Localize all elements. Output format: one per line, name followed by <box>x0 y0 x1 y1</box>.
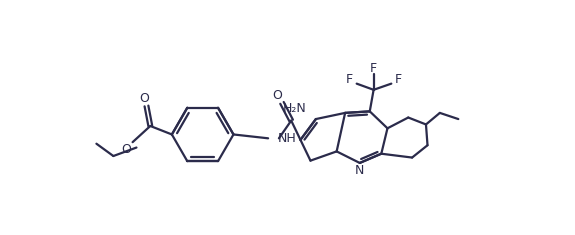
Text: N: N <box>355 164 365 177</box>
Text: NH: NH <box>278 132 297 145</box>
Text: O: O <box>273 89 282 102</box>
Text: F: F <box>370 62 377 75</box>
Text: F: F <box>394 73 402 86</box>
Text: O: O <box>121 143 131 156</box>
Text: H₂N: H₂N <box>283 102 306 115</box>
Text: O: O <box>139 92 149 105</box>
Text: F: F <box>346 73 352 86</box>
